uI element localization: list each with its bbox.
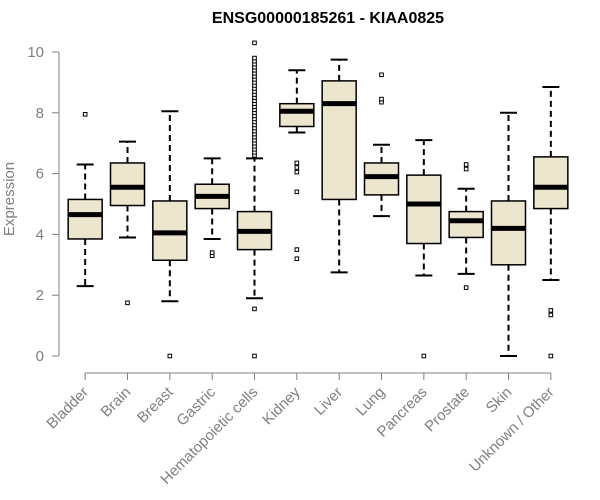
y-axis-label: Expression [1,162,18,236]
outlier-point [548,308,554,313]
chart-title: ENSG00000185261 - KIAA0825 [212,10,444,27]
outlier-point [252,353,257,359]
outlier-point [167,353,173,359]
box-iqr [406,174,442,245]
box-unknown-other [533,85,569,359]
x-tick-label: Lung [353,384,389,420]
box-liver [321,58,357,274]
x-tick-label: Bladder [43,384,92,433]
outlier-point [463,285,469,290]
x-tick-label: Skin [483,384,516,417]
box-iqr [321,80,357,201]
outlier-point [294,256,300,262]
box-iqr [279,102,315,128]
y-tick-label: 6 [36,166,44,183]
box-prostate [448,162,484,290]
y-tick-label: 8 [36,105,44,122]
box-iqr [490,200,527,266]
box-iqr [448,210,484,239]
box-kidney [279,69,315,262]
outlier-point [294,247,300,252]
y-tick-label: 0 [36,348,44,365]
outlier-point [379,96,384,102]
outlier-point [252,55,257,61]
x-tick-label: Prostate [421,384,473,436]
outlier-point [421,353,427,359]
x-tick-label: Breast [134,383,177,426]
outlier-point [209,250,215,255]
box-iqr [533,156,569,210]
box-bladder [67,112,103,288]
outlier-point [294,169,300,175]
outlier-point [252,306,257,312]
box-lung [363,72,400,218]
box-iqr [109,162,146,207]
x-tick-label: Brain [98,384,135,421]
outlier-point [294,189,300,195]
box-iqr [67,198,103,240]
box-breast [152,110,188,359]
outlier-point [252,40,257,46]
outlier-point [379,72,384,78]
box-skin [490,111,527,357]
outlier-point [463,162,469,167]
outlier-point [82,112,88,117]
y-axis: 0 2 4 6 8 10 [27,44,60,365]
outlier-point [548,312,554,318]
y-tick-label: 10 [27,44,44,61]
outlier-point [548,353,554,359]
x-tick-label: Kidney [259,383,304,428]
box-pancreas [406,139,442,359]
outlier-point [294,160,300,166]
box-series [67,40,569,359]
y-tick-label: 2 [36,287,44,304]
x-tick-label: Liver [311,384,346,419]
box-hematopoietic-cells [236,40,273,359]
box-brain [109,140,146,306]
outlier-point [294,165,300,170]
outlier-point [463,166,469,172]
y-tick-label: 4 [36,226,44,243]
box-gastric [194,157,230,258]
outlier-point [125,300,130,306]
